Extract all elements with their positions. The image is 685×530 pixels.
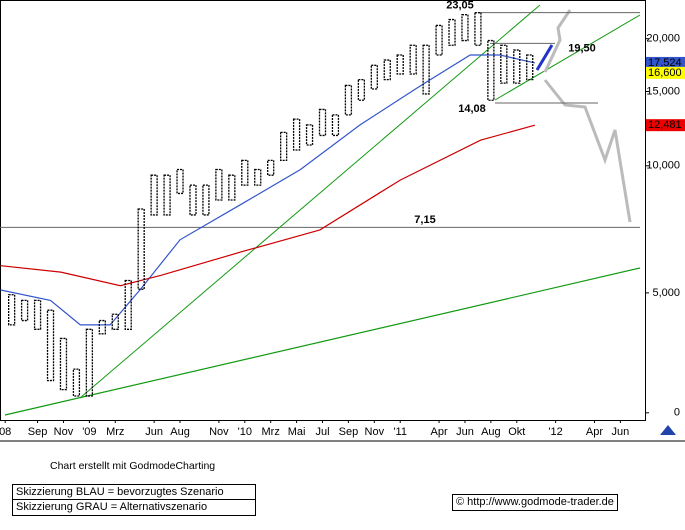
price-bar [85,328,94,397]
level-label: 19,50 [568,42,596,54]
price-bar [137,208,145,290]
level-label: 14,08 [458,103,486,115]
price-bar [98,319,106,335]
x-tick-label: 08 [0,426,11,438]
trend-line [494,14,641,101]
price-bar [435,24,443,56]
url[interactable]: © http://www.godmode-trader.de [452,494,618,511]
x-tick-label: Apr [431,426,448,438]
price-bar [150,174,158,216]
price-bar [500,44,508,84]
price-bar [241,159,249,186]
price-tag-label: 17,524 [648,57,682,69]
x-tick-label: '09 [82,426,96,438]
blue-scenario [535,44,554,71]
price-bar [202,184,210,216]
price-bar [513,49,521,84]
x-tick-label: Aug [481,426,501,438]
x-tick-label: Jun [456,426,474,438]
chart: 0 5,000 10,000 15,000 20,000 08 Sep Nov '09 Mrz Ju… [0,0,685,442]
x-tick-label: '11 [393,426,407,438]
x-tick-label: Mrz [262,426,280,438]
price-tag-label: 12,481 [648,119,682,131]
y-tick-label: 20,000 [646,33,680,45]
legend-blue: Skizzierung BLAU = bevorzugtes Szenario [12,484,256,500]
x-tick-label: Okt [508,426,525,438]
price-bar [215,168,223,201]
x-tick-label: Mai [288,426,306,438]
gray-scenario [543,79,632,223]
x-tick-label: Mrz [106,426,124,438]
trend-line [4,267,641,416]
price-bar [111,313,119,330]
moving-average [0,124,536,287]
price-bar [59,337,68,391]
price-bar [124,279,132,330]
price-bar [267,159,275,176]
price-bar [8,294,16,326]
x-tick-label: Nov [54,426,74,438]
level-label: 7,15 [414,214,435,226]
price-tag-label: 16,600 [648,67,682,79]
price-bar [254,168,262,186]
price-bar [344,84,353,116]
price-bar [357,78,366,101]
price-bar [448,18,456,46]
trend-line [79,4,541,399]
price-bar [422,44,430,95]
x-tick-label: Jul [315,426,329,438]
moving-average [0,54,536,326]
price-bar [383,59,391,81]
price-bar [228,174,236,201]
x-tick-label: '10 [238,426,252,438]
price-bar [370,64,378,90]
price-bar [46,309,55,382]
price-bar [20,299,29,322]
x-tick-label: Aug [170,426,190,438]
legend-gray: Skizzierung GRAU = Alternativszenario [12,499,256,516]
x-tick-label: Nov [209,426,229,438]
price-bar [33,299,42,330]
y-tick-label: 0 [674,407,680,419]
gray-scenario [543,9,572,73]
price-bar [292,118,301,151]
x-tick-label: Sep [28,426,48,438]
icon[interactable] [660,425,676,435]
price-bar [176,168,184,195]
price-tag [646,119,685,132]
price-bar [318,108,327,137]
x-tick-label: Jun [145,426,163,438]
price-bar [163,174,171,216]
price-bar [72,368,81,397]
price-bar [487,39,495,101]
price-bar [189,184,197,216]
x-tick-label: '12 [548,426,562,438]
x-tick-label: Apr [586,426,603,438]
y-tick-label: 10,000 [646,160,680,172]
y-tick-label: 15,000 [646,85,680,97]
price-bar [474,12,482,46]
price-bar [409,44,417,75]
credit: Chart erstellt mit GodmodeCharting [50,460,216,472]
price-tag [646,56,685,69]
price-tag [646,66,685,79]
y-tick-label: 5,000 [652,287,680,299]
price-bar [461,14,469,42]
price-bar [279,131,288,162]
price-bar [331,114,340,137]
price-bar [305,124,314,146]
level-label: 23,05 [446,0,474,12]
price-bar [526,54,534,81]
x-tick-label: Jun [612,426,630,438]
x-tick-label: Sep [339,426,359,438]
x-tick-label: Nov [365,426,385,438]
price-bar [396,54,404,75]
